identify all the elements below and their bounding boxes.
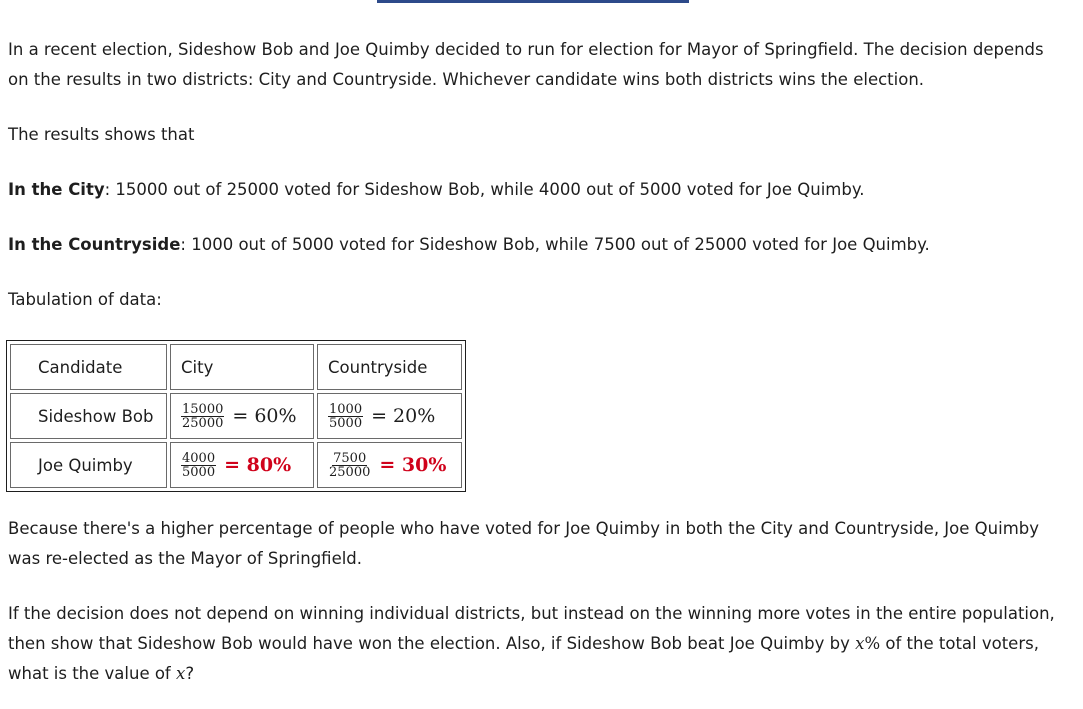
fraction: 15000 25000 — [181, 401, 225, 431]
percent-value-highlighted: = 80% — [224, 454, 292, 476]
conclusion-paragraph: Because there's a higher percentage of p… — [8, 519, 1040, 568]
fraction: 1000 5000 — [328, 401, 364, 431]
candidate-name: Sideshow Bob — [10, 393, 167, 439]
countryside-text: : 1000 out of 5000 voted for Sideshow Bo… — [180, 235, 930, 254]
percent-value-highlighted: = 30% — [379, 454, 447, 476]
intro-paragraph: In a recent election, Sideshow Bob and J… — [8, 40, 1044, 89]
percent-sign: % — [864, 634, 881, 653]
header-countryside: Countryside — [317, 344, 462, 390]
header-candidate: Candidate — [10, 344, 167, 390]
percent-value: = 60% — [232, 405, 297, 427]
top-accent-bar — [377, 0, 689, 3]
results-table: Candidate City Countryside Sideshow Bob … — [6, 340, 466, 492]
table-header-row: Candidate City Countryside — [10, 344, 462, 390]
city-text: : 15000 out of 25000 voted for Sideshow … — [104, 180, 865, 199]
city-label: In the City — [8, 180, 105, 199]
table-row: Sideshow Bob 15000 25000 = 60% 1000 5000 = 2… — [10, 393, 462, 439]
candidate-name: Joe Quimby — [10, 442, 167, 488]
table-row: Joe Quimby 4000 5000 = 80% 7500 25000 = 30% — [10, 442, 462, 488]
results-intro: The results shows that — [8, 125, 195, 144]
math-variable: x — [855, 634, 865, 653]
countryside-fraction-cell: 1000 5000 = 20% — [317, 393, 462, 439]
header-city: City — [170, 344, 314, 390]
city-results: In the City: 15000 out of 25000 voted fo… — [8, 175, 1068, 205]
percent-value: = 20% — [371, 405, 436, 427]
question-paragraph: If the decision does not depend on winni… — [8, 604, 1055, 683]
problem-content: In a recent election, Sideshow Bob and J… — [6, 35, 1068, 689]
countryside-results: In the Countryside: 1000 out of 5000 vot… — [8, 230, 1068, 260]
city-fraction-cell: 4000 5000 = 80% — [170, 442, 314, 488]
city-fraction-cell: 15000 25000 = 60% — [170, 393, 314, 439]
countryside-fraction-cell: 7500 25000 = 30% — [317, 442, 462, 488]
tabulation-label: Tabulation of data: — [8, 290, 162, 309]
countryside-label: In the Countryside — [8, 235, 181, 254]
fraction: 7500 25000 — [329, 450, 371, 480]
math-variable: x — [176, 664, 186, 683]
fraction: 4000 5000 — [181, 450, 217, 480]
